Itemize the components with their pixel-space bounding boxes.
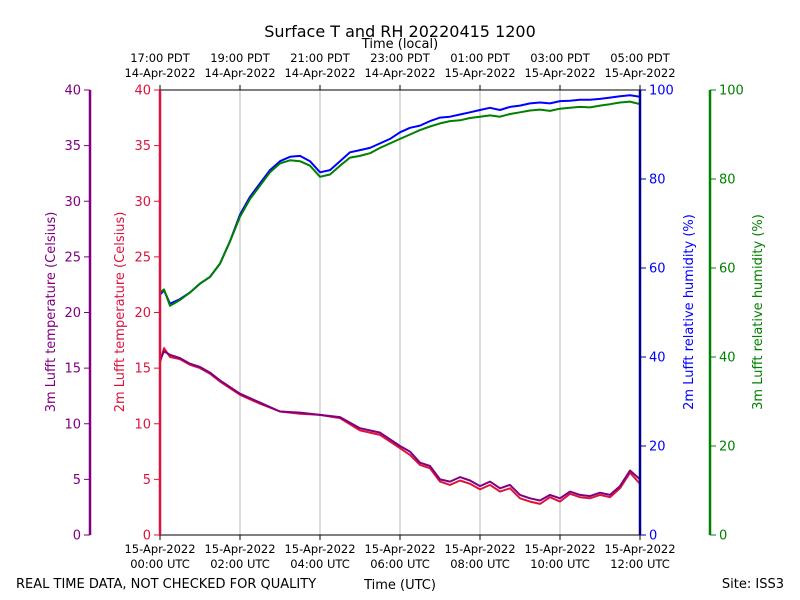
gridlines bbox=[239, 90, 561, 535]
top-axis-label: Time (local) bbox=[361, 37, 438, 52]
temp3m-tick-label: 25 bbox=[64, 250, 81, 265]
rh2m-tick-label: 40 bbox=[649, 351, 666, 366]
series-line bbox=[159, 350, 641, 502]
top-tick-label: 05:00 PDT bbox=[610, 51, 671, 65]
temp2m-tick-label: 15 bbox=[134, 362, 151, 377]
bottom-axis-label: Time (UTC) bbox=[363, 578, 436, 593]
temp3m-tick-label: 35 bbox=[64, 139, 81, 154]
temp2m-tick-label: 0 bbox=[143, 529, 151, 544]
temp3m-tick-label: 30 bbox=[64, 195, 81, 210]
bottom-tick-label: 15-Apr-2022 bbox=[204, 542, 275, 556]
top-tick-label: 23:00 PDT bbox=[370, 51, 431, 65]
bottom-tick-label: 15-Apr-2022 bbox=[284, 542, 355, 556]
rh3m-tick-label: 40 bbox=[719, 351, 736, 366]
temp2m-axis-label: 2m Lufft temperature (Celsius) bbox=[113, 212, 128, 413]
chart-title: Surface T and RH 20220415 1200 bbox=[264, 22, 536, 41]
bottom-tick-label: 15-Apr-2022 bbox=[124, 542, 195, 556]
quality-footer: REAL TIME DATA, NOT CHECKED FOR QUALITY bbox=[16, 577, 316, 592]
top-tick-label: 15-Apr-2022 bbox=[604, 66, 675, 80]
rh3m-tick-label: 0 bbox=[719, 529, 727, 544]
bottom-tick-label: 12:00 UTC bbox=[610, 557, 670, 571]
rh3m-tick-label: 100 bbox=[719, 84, 744, 99]
top-tick-label: 14-Apr-2022 bbox=[204, 66, 275, 80]
temp3m-tick-label: 0 bbox=[73, 529, 81, 544]
top-tick-label: 17:00 PDT bbox=[130, 51, 191, 65]
rh2m-tick-label: 0 bbox=[649, 529, 657, 544]
top-tick-label: 14-Apr-2022 bbox=[124, 66, 195, 80]
temp2m-tick-label: 25 bbox=[134, 250, 151, 265]
bottom-tick-label: 08:00 UTC bbox=[450, 557, 510, 571]
temp3m-tick-label: 10 bbox=[64, 417, 81, 432]
rh2m-tick-label: 20 bbox=[649, 440, 666, 455]
top-tick-label: 03:00 PDT bbox=[530, 51, 591, 65]
temp2m-tick-label: 5 bbox=[143, 473, 151, 488]
site-label: Site: ISS3 bbox=[722, 577, 784, 592]
rh2m-tick-label: 100 bbox=[649, 84, 674, 99]
top-tick-label: 19:00 PDT bbox=[210, 51, 271, 65]
temp3m-axis-label: 3m Lufft temperature (Celsius) bbox=[44, 212, 59, 413]
axes: 0 5 10 15 20 25 30 35 40 0 5 10 15 20 25 30 35 40 0 20 40 60 8… bbox=[64, 51, 743, 571]
top-tick-label: 15-Apr-2022 bbox=[444, 66, 515, 80]
temp3m-tick-label: 20 bbox=[64, 306, 81, 321]
rh3m-axis-label: 3m Lufft relative humidity (%) bbox=[751, 214, 766, 410]
bottom-tick-label: 10:00 UTC bbox=[530, 557, 590, 571]
temp3m-tick-label: 40 bbox=[64, 84, 81, 99]
bottom-tick-label: 00:00 UTC bbox=[130, 557, 190, 571]
rh2m-tick-label: 60 bbox=[649, 262, 666, 277]
temp2m-tick-label: 20 bbox=[134, 306, 151, 321]
series-lines bbox=[159, 94, 641, 505]
rh2m-axis-label: 2m Lufft relative humidity (%) bbox=[682, 214, 697, 410]
temp2m-tick-label: 40 bbox=[134, 84, 151, 99]
top-tick-label: 14-Apr-2022 bbox=[284, 66, 355, 80]
top-tick-label: 15-Apr-2022 bbox=[524, 66, 595, 80]
rh2m-tick-label: 80 bbox=[649, 173, 666, 188]
temp2m-tick-label: 35 bbox=[134, 139, 151, 154]
rh3m-tick-label: 80 bbox=[719, 173, 736, 188]
series-line bbox=[159, 100, 641, 307]
top-tick-label: 01:00 PDT bbox=[450, 51, 511, 65]
bottom-tick-label: 15-Apr-2022 bbox=[524, 542, 595, 556]
top-tick-label: 14-Apr-2022 bbox=[364, 66, 435, 80]
temp3m-tick-label: 5 bbox=[73, 473, 81, 488]
temp2m-tick-label: 30 bbox=[134, 195, 151, 210]
top-tick-label: 21:00 PDT bbox=[290, 51, 351, 65]
temp2m-tick-label: 10 bbox=[134, 417, 151, 432]
bottom-tick-label: 04:00 UTC bbox=[290, 557, 350, 571]
bottom-tick-label: 15-Apr-2022 bbox=[444, 542, 515, 556]
rh3m-tick-label: 60 bbox=[719, 262, 736, 277]
bottom-tick-label: 15-Apr-2022 bbox=[604, 542, 675, 556]
bottom-tick-label: 06:00 UTC bbox=[370, 557, 430, 571]
bottom-tick-label: 15-Apr-2022 bbox=[364, 542, 435, 556]
bottom-tick-label: 02:00 UTC bbox=[210, 557, 270, 571]
rh3m-tick-label: 20 bbox=[719, 440, 736, 455]
temp3m-tick-label: 15 bbox=[64, 362, 81, 377]
